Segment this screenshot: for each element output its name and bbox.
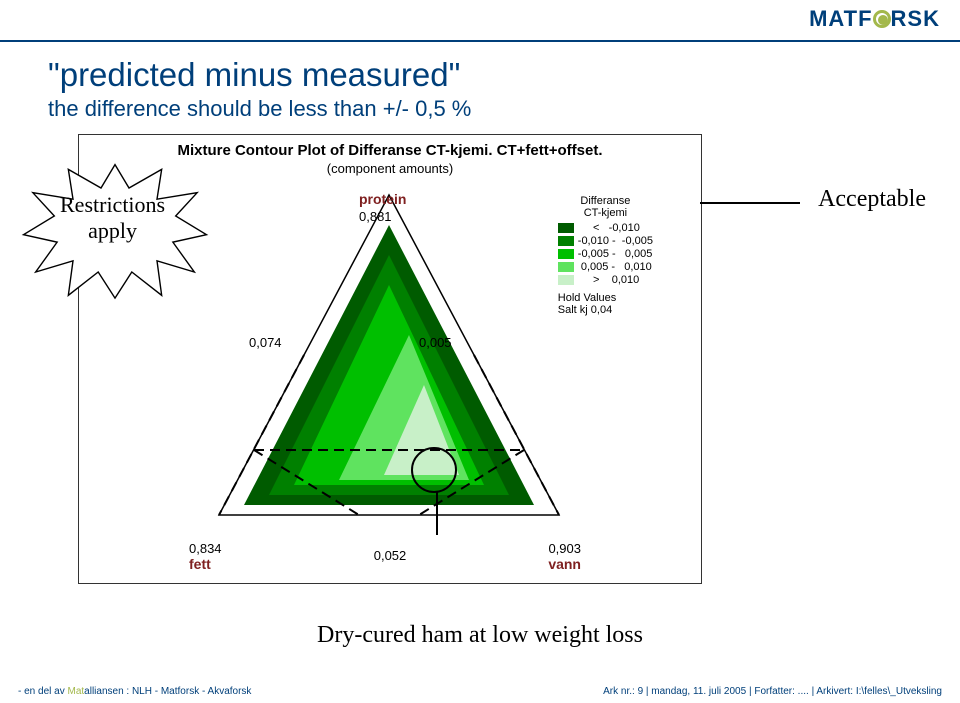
restrict-l2: apply	[88, 218, 137, 243]
legend-hold-line: Salt kj 0,04	[558, 304, 653, 316]
legend-label: > 0,010	[578, 274, 639, 286]
vertex-left: 0,834 fett	[189, 541, 222, 573]
legend-row: -0,005 - 0,005	[558, 248, 653, 260]
page-title: "predicted minus measured"	[48, 58, 460, 93]
title-quote-open: "	[48, 56, 60, 93]
legend-title1: Differanse	[580, 195, 630, 207]
logo-right: RSK	[891, 6, 940, 31]
logo-o-icon	[873, 10, 891, 28]
legend-row: -0,010 - -0,005	[558, 235, 653, 247]
legend-label: 0,005 - 0,010	[578, 261, 652, 273]
vertex-top-value: 0,881	[359, 209, 392, 224]
page-subtitle: the difference should be less than +/- 0…	[48, 96, 471, 122]
legend-row: 0,005 - 0,010	[558, 261, 653, 273]
vertex-top: protein 0,881	[359, 191, 406, 225]
chart-title-main: Mixture Contour Plot of Differanse CT-kj…	[79, 141, 701, 161]
legend-title2: CT-kjemi	[584, 207, 627, 219]
edge-right-value: 0,005	[419, 335, 452, 350]
legend-label: < -0,010	[578, 222, 640, 234]
restrictions-label: Restrictions apply	[60, 192, 165, 245]
bottom-caption: Dry-cured ham at low weight loss	[0, 622, 960, 649]
legend-title: Differanse CT-kjemi	[558, 195, 653, 219]
legend-label: -0,005 - 0,005	[578, 248, 653, 260]
legend-row: < -0,010	[558, 222, 653, 234]
vertex-left-value: 0,834	[189, 541, 222, 557]
legend-swatch	[558, 236, 574, 246]
header-underline	[0, 40, 960, 42]
footer-left-mat: Mat	[67, 686, 84, 697]
bottom-mid-value: 0,052	[374, 548, 407, 563]
restrict-l1: Restrictions	[60, 192, 165, 217]
legend-label: -0,010 - -0,005	[578, 235, 653, 247]
legend-row: > 0,010	[558, 274, 653, 286]
title-quote-close: "	[449, 56, 461, 93]
edge-left-value: 0,074	[249, 335, 282, 350]
legend-hold-title: Hold Values	[558, 292, 653, 304]
vertex-top-name: protein	[359, 191, 406, 207]
footer-left: - en del av Matalliansen : NLH - Matfors…	[18, 686, 251, 697]
ternary-plot	[189, 185, 589, 535]
legend-swatch	[558, 262, 574, 272]
footer-right: Ark nr.: 9 | mandag, 11. juli 2005 | For…	[603, 686, 942, 697]
title-main: predicted minus measured	[60, 56, 449, 93]
vertex-left-name: fett	[189, 556, 211, 572]
logo-left: MATF	[809, 6, 872, 31]
vertex-right-value: 0,903	[548, 541, 581, 557]
pointer-line	[700, 202, 800, 204]
footer-left-rest: alliansen : NLH - Matforsk - Akvaforsk	[84, 686, 251, 697]
legend-swatch	[558, 249, 574, 259]
legend-swatch	[558, 275, 574, 285]
legend-swatch	[558, 223, 574, 233]
vertex-right: 0,903 vann	[548, 541, 581, 573]
acceptable-label: Acceptable	[818, 186, 926, 213]
footer-left-pre: - en del av	[18, 686, 67, 697]
legend: Differanse CT-kjemi < -0,010-0,010 - -0,…	[558, 195, 653, 316]
brand-logo: MATF RSK	[809, 6, 940, 32]
vertex-right-name: vann	[548, 556, 581, 572]
footer: - en del av Matalliansen : NLH - Matfors…	[18, 686, 942, 697]
